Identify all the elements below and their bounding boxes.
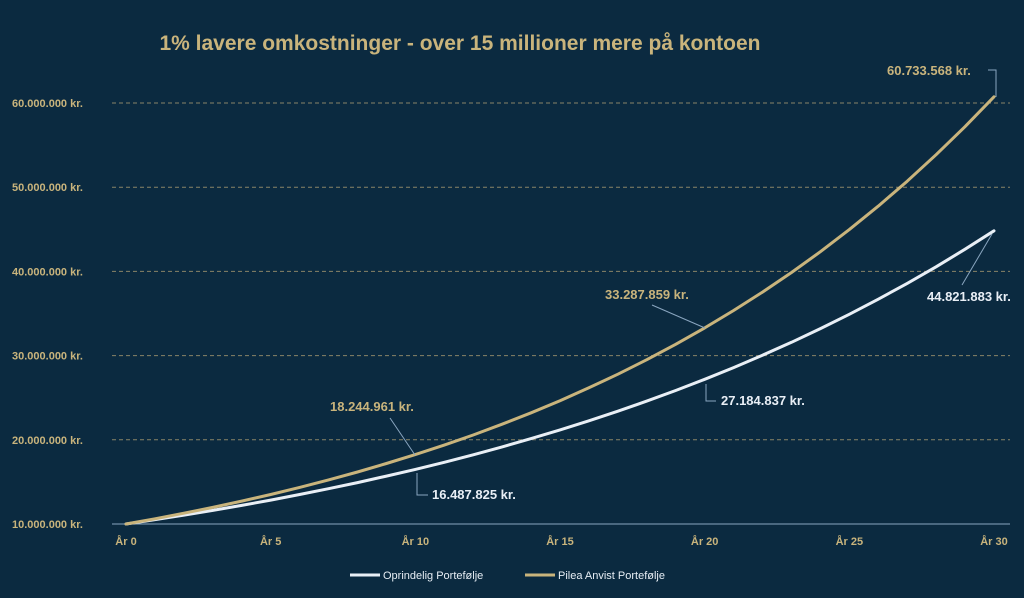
legend: Oprindelig Portefølje Pilea Anvist Porte… bbox=[350, 570, 665, 582]
leader-line bbox=[651, 304, 706, 329]
y-tick-label: 40.000.000 kr. bbox=[12, 266, 83, 278]
grid bbox=[112, 102, 1010, 441]
x-tick-label: År 30 bbox=[980, 535, 1008, 548]
legend-label-pilea: Pilea Anvist Portefølje bbox=[558, 570, 665, 582]
data-label: 18.244.961 kr. bbox=[330, 399, 414, 414]
leader-line bbox=[988, 69, 997, 97]
y-tick-label: 30.000.000 kr. bbox=[12, 351, 83, 363]
data-labels: 18.244.961 kr. 16.487.825 kr. 33.287.859… bbox=[330, 63, 1011, 502]
legend-label-oprindelig: Oprindelig Portefølje bbox=[383, 570, 483, 582]
x-tick-label: År 5 bbox=[260, 535, 281, 548]
data-label: 33.287.859 kr. bbox=[605, 287, 689, 302]
y-axis: 10.000.000 kr. 20.000.000 kr. 30.000.000 k… bbox=[12, 98, 83, 531]
x-tick-label: År 25 bbox=[836, 535, 864, 548]
series-line-pilea bbox=[124, 95, 996, 526]
series-line-oprindelig bbox=[124, 229, 996, 526]
x-axis: År 0 År 5 År 10 År 15 År 20 År 25 År 30 bbox=[115, 535, 1007, 548]
y-tick-label: 10.000.000 kr. bbox=[12, 519, 83, 531]
leader-line bbox=[389, 417, 416, 456]
data-label: 44.821.883 kr. bbox=[927, 289, 1011, 304]
data-label: 27.184.837 kr. bbox=[721, 393, 805, 408]
y-tick-label: 60.000.000 kr. bbox=[12, 98, 83, 110]
chart-title: 1% lavere omkostninger - over 15 million… bbox=[159, 32, 760, 55]
x-tick-label: År 20 bbox=[691, 535, 719, 548]
leader-line bbox=[961, 233, 993, 286]
data-label: 16.487.825 kr. bbox=[432, 487, 516, 502]
data-label: 60.733.568 kr. bbox=[887, 63, 971, 78]
x-tick-label: År 10 bbox=[402, 535, 430, 548]
y-tick-label: 20.000.000 kr. bbox=[12, 435, 83, 447]
leader-line bbox=[705, 384, 716, 402]
series-lines bbox=[124, 95, 996, 526]
leader-line bbox=[416, 473, 428, 496]
y-tick-label: 50.000.000 kr. bbox=[12, 182, 83, 194]
x-tick-label: År 15 bbox=[546, 535, 574, 548]
x-tick-label: År 0 bbox=[115, 535, 136, 548]
